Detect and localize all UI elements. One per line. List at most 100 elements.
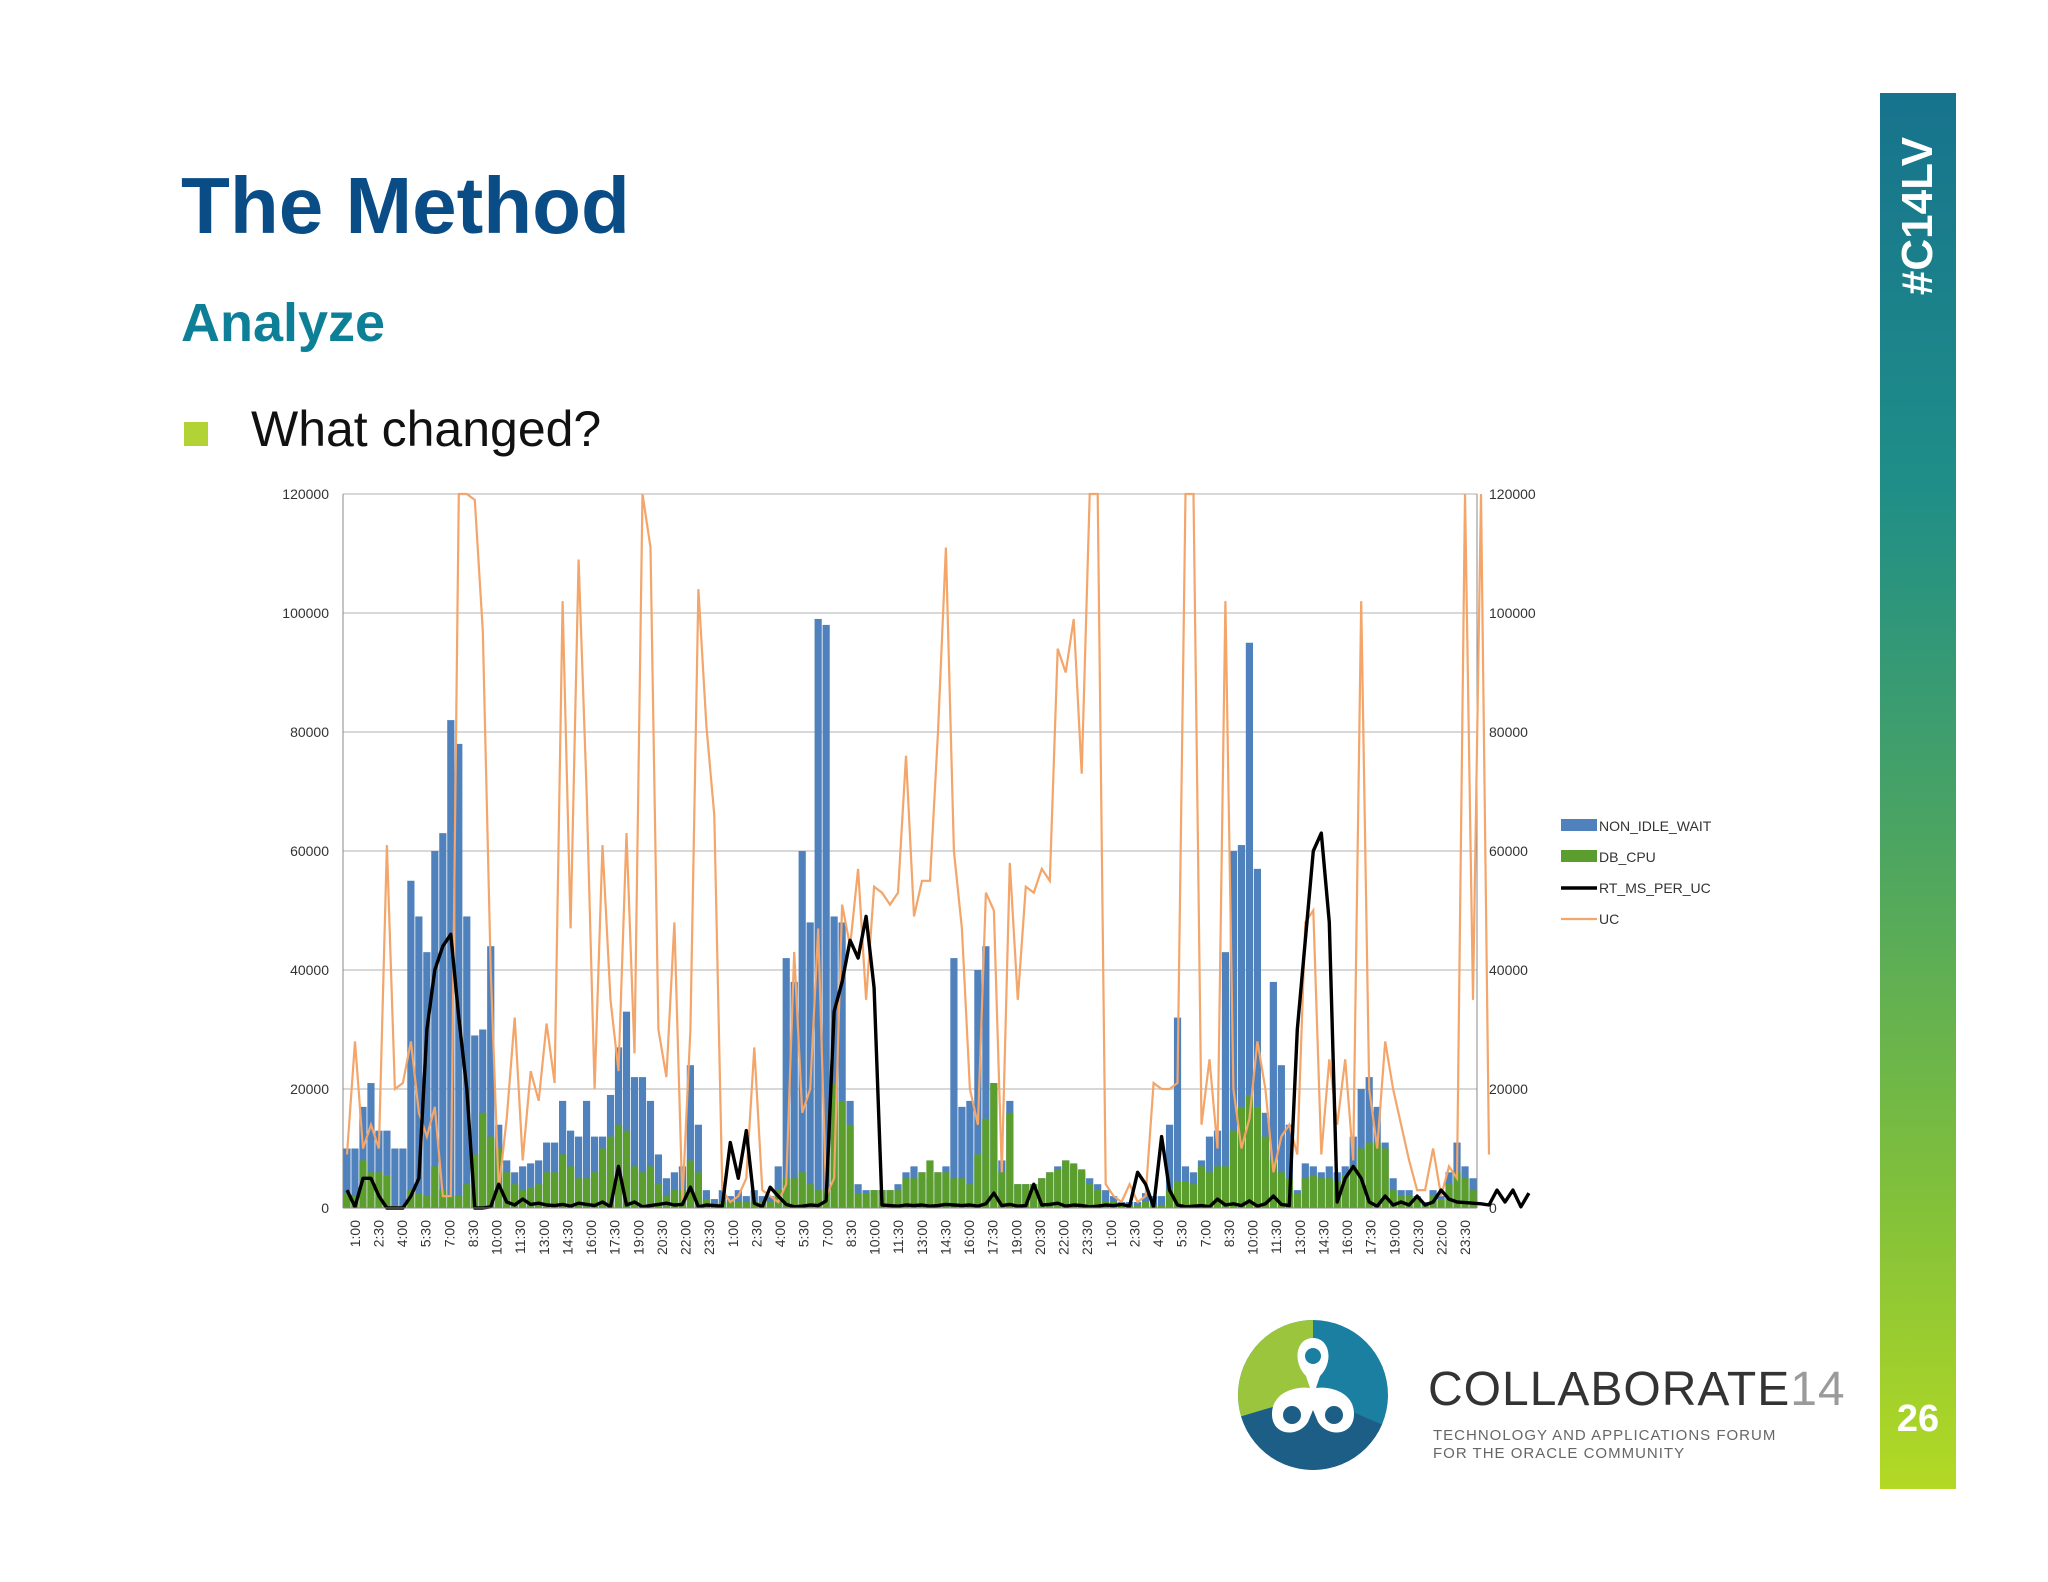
bar-db-cpu bbox=[1245, 1094, 1253, 1208]
bar-db-cpu bbox=[1349, 1166, 1357, 1208]
bar-db-cpu bbox=[1213, 1166, 1222, 1208]
bar-db-cpu bbox=[598, 1148, 607, 1208]
bar-non-idle-wait bbox=[415, 916, 423, 1208]
bar-db-cpu bbox=[1389, 1190, 1397, 1208]
legend-label: UC bbox=[1599, 911, 1619, 927]
y-tick-label: 80000 bbox=[290, 724, 329, 740]
hashtag-label: #C14LV bbox=[1893, 136, 1942, 296]
bar-non-idle-wait bbox=[367, 1083, 375, 1208]
bar-non-idle-wait bbox=[830, 916, 838, 1208]
x-tick-label: 11:30 bbox=[512, 1220, 528, 1254]
x-tick-label: 10:00 bbox=[867, 1220, 883, 1255]
bar-db-cpu bbox=[854, 1193, 862, 1208]
bar-db-cpu bbox=[926, 1160, 934, 1208]
bar-db-cpu bbox=[1317, 1178, 1325, 1208]
bar-db-cpu bbox=[567, 1166, 575, 1208]
x-tick-label: 13:00 bbox=[536, 1220, 552, 1255]
bar-db-cpu bbox=[1046, 1172, 1054, 1208]
bar-db-cpu bbox=[1189, 1184, 1198, 1208]
bar-non-idle-wait bbox=[638, 1077, 647, 1208]
bar-db-cpu bbox=[654, 1184, 663, 1208]
x-tick-label: 17:30 bbox=[1363, 1220, 1379, 1255]
y2-tick-label: 120000 bbox=[1489, 486, 1536, 502]
bar-db-cpu bbox=[1006, 1112, 1014, 1208]
bar-non-idle-wait bbox=[471, 1035, 479, 1208]
bar-non-idle-wait bbox=[622, 1011, 631, 1208]
x-tick-label: 2:30 bbox=[1126, 1220, 1142, 1247]
bar-db-cpu bbox=[1173, 1181, 1182, 1208]
x-tick-label: 20:30 bbox=[654, 1220, 670, 1255]
brand-tagline-2: FOR THE ORACLE COMMUNITY bbox=[1433, 1445, 1686, 1462]
x-tick-label: 16:00 bbox=[1339, 1220, 1355, 1255]
y-tick-label: 120000 bbox=[282, 486, 329, 502]
bar-non-idle-wait bbox=[375, 1130, 383, 1208]
y-tick-label: 100000 bbox=[282, 605, 329, 621]
bar-non-idle-wait bbox=[1269, 981, 1277, 1208]
bar-db-cpu bbox=[1014, 1184, 1022, 1208]
bar-db-cpu bbox=[1405, 1196, 1413, 1208]
line-rt-ms-per-uc bbox=[345, 831, 1531, 1210]
bar-db-cpu bbox=[894, 1190, 902, 1208]
bar-non-idle-wait bbox=[710, 1199, 718, 1208]
x-tick-label: 4:00 bbox=[1150, 1220, 1166, 1247]
brand-tagline-1: TECHNOLOGY AND APPLICATIONS FORUM bbox=[1433, 1427, 1777, 1444]
bar-db-cpu bbox=[886, 1190, 894, 1208]
x-tick-label: 5:30 bbox=[1174, 1220, 1190, 1247]
legend-label: RT_MS_PER_UC bbox=[1599, 880, 1711, 896]
bar-db-cpu bbox=[551, 1172, 559, 1208]
x-tick-label: 4:00 bbox=[772, 1220, 788, 1247]
bar-non-idle-wait bbox=[694, 1124, 702, 1208]
bar-non-idle-wait bbox=[1157, 1196, 1166, 1208]
x-tick-label: 10:00 bbox=[489, 1220, 505, 1255]
bar-db-cpu bbox=[1181, 1181, 1190, 1208]
bar-non-idle-wait bbox=[391, 1148, 399, 1208]
bar-db-cpu bbox=[1094, 1190, 1102, 1208]
x-tick-label: 7:00 bbox=[1197, 1220, 1213, 1247]
bar-db-cpu bbox=[726, 1202, 734, 1208]
x-tick-label: 7:00 bbox=[819, 1220, 835, 1247]
x-tick-label: 19:00 bbox=[1008, 1220, 1024, 1255]
bar-db-cpu bbox=[950, 1178, 958, 1208]
x-tick-label: 7:00 bbox=[441, 1220, 457, 1247]
bar-db-cpu bbox=[630, 1166, 639, 1208]
x-tick-label: 22:00 bbox=[678, 1220, 694, 1255]
bar-db-cpu bbox=[1221, 1166, 1230, 1208]
y-tick-label: 60000 bbox=[290, 843, 329, 859]
bar-db-cpu bbox=[1365, 1142, 1373, 1208]
x-tick-label: 10:00 bbox=[1245, 1220, 1261, 1255]
bar-non-idle-wait bbox=[646, 1100, 655, 1208]
bar-db-cpu bbox=[1062, 1160, 1070, 1208]
bar-non-idle-wait bbox=[702, 1190, 710, 1208]
x-tick-label: 11:30 bbox=[890, 1220, 906, 1254]
bar-db-cpu bbox=[1141, 1202, 1150, 1208]
bar-db-cpu bbox=[942, 1172, 950, 1208]
x-tick-label: 8:30 bbox=[843, 1220, 859, 1247]
x-tick-label: 16:00 bbox=[583, 1220, 599, 1255]
bar-non-idle-wait bbox=[447, 720, 455, 1208]
x-tick-label: 5:30 bbox=[796, 1220, 812, 1247]
bar-db-cpu bbox=[1277, 1172, 1285, 1208]
bar-db-cpu bbox=[646, 1166, 655, 1208]
bar-db-cpu bbox=[774, 1190, 782, 1208]
bar-db-cpu bbox=[383, 1175, 391, 1208]
bar-db-cpu bbox=[1253, 1106, 1261, 1208]
bar-db-cpu bbox=[423, 1196, 431, 1208]
bar-non-idle-wait bbox=[1245, 642, 1253, 1208]
bar-db-cpu bbox=[966, 1184, 974, 1208]
bar-db-cpu bbox=[535, 1184, 543, 1208]
bar-non-idle-wait bbox=[1102, 1190, 1110, 1208]
line-uc bbox=[345, 492, 1491, 1204]
bar-non-idle-wait bbox=[1141, 1193, 1150, 1208]
brand-name: COLLABORATE14 bbox=[1428, 1362, 1846, 1417]
bar-db-cpu bbox=[910, 1178, 918, 1208]
bar-db-cpu bbox=[1309, 1175, 1317, 1208]
bar-db-cpu bbox=[1054, 1169, 1062, 1208]
bar-non-idle-wait bbox=[798, 851, 806, 1208]
bar-db-cpu bbox=[1445, 1184, 1453, 1208]
legend-label: DB_CPU bbox=[1599, 849, 1656, 865]
bar-db-cpu bbox=[1134, 1205, 1142, 1208]
page-number: 26 bbox=[1896, 1398, 1940, 1440]
bar-non-idle-wait bbox=[1253, 868, 1261, 1208]
bar-db-cpu bbox=[582, 1178, 591, 1208]
bar-non-idle-wait bbox=[487, 946, 495, 1208]
